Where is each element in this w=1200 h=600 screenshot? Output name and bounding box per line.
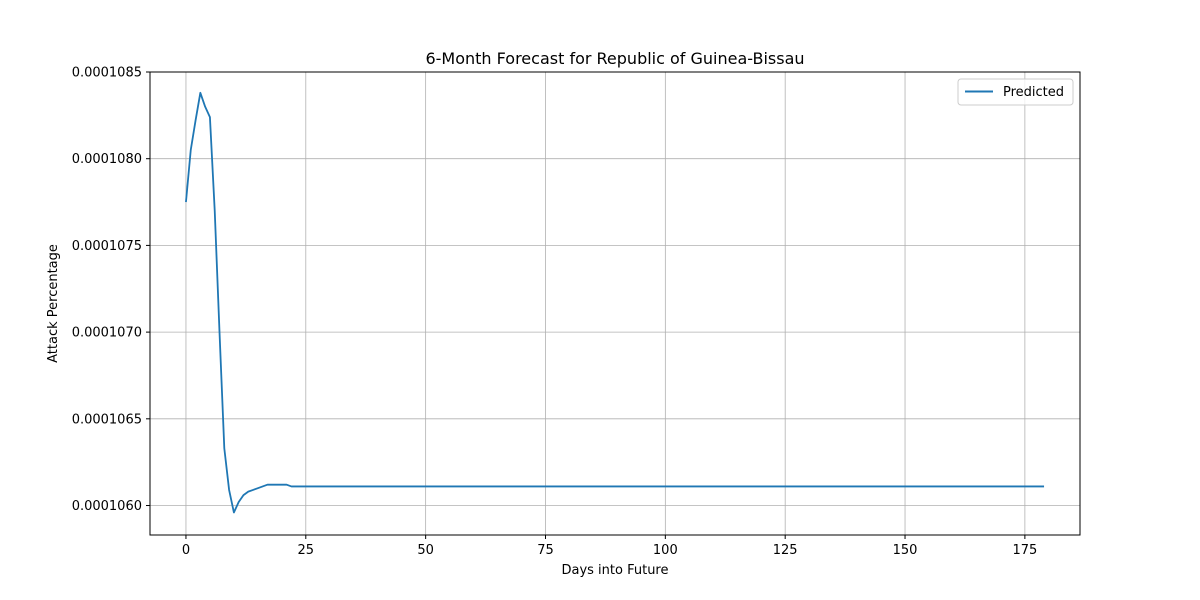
y-tick-label: 0.0001060 [72, 499, 142, 514]
x-axis-label: Days into Future [561, 563, 668, 578]
y-axis: 0.0001060 0.0001065 0.0001070 0.0001075 0.00… [72, 66, 150, 514]
legend: Predicted [957, 78, 1074, 106]
x-tick-label: 125 [773, 543, 798, 558]
y-tick-label: 0.0001080 [72, 152, 142, 167]
grid [150, 71, 1080, 535]
series-line-predicted [185, 91, 1045, 514]
x-axis: 0 25 50 75 100 125 150 175 [182, 535, 1037, 558]
plot-frame [149, 71, 1081, 536]
series-layer [185, 91, 1045, 514]
x-tick-label: 175 [1012, 543, 1037, 558]
y-tick-label: 0.0001085 [72, 66, 142, 81]
x-tick-label: 75 [537, 543, 554, 558]
x-tick-label: 0 [182, 543, 190, 558]
x-tick-label: 50 [417, 543, 434, 558]
x-tick-label: 100 [653, 543, 678, 558]
y-tick-label: 0.0001070 [72, 326, 142, 341]
y-axis-label: Attack Percentage [46, 244, 61, 363]
legend-entry-predicted: Predicted [1003, 85, 1064, 100]
legend-box [957, 78, 1074, 106]
y-tick-label: 0.0001065 [72, 412, 142, 427]
x-tick-label: 25 [298, 543, 315, 558]
x-tick-label: 150 [893, 543, 918, 558]
chart-title: 6-Month Forecast for Republic of Guinea-… [425, 49, 804, 68]
y-tick-label: 0.0001075 [72, 239, 142, 254]
